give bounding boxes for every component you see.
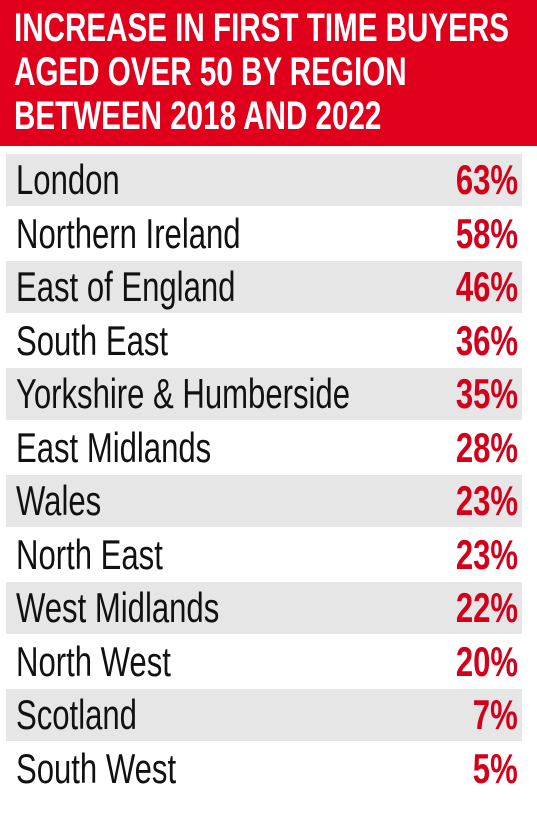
increase-value: 22% xyxy=(455,584,518,631)
increase-value: 7% xyxy=(473,691,518,738)
title-line: INCREASE IN FIRST TIME BUYERS xyxy=(14,6,510,50)
region-name: East of England xyxy=(16,263,236,310)
region-name: East Midlands xyxy=(16,423,212,471)
region-name: Northern Ireland xyxy=(16,209,241,257)
region-name: South East xyxy=(16,316,169,364)
increase-value: 28% xyxy=(455,423,518,471)
region-name: Scotland xyxy=(16,691,137,738)
table-row: East of England 46% xyxy=(6,261,522,313)
header: INCREASE IN FIRST TIME BUYERS AGED OVER 5… xyxy=(0,0,537,146)
region-name: Wales xyxy=(16,477,102,524)
table-row: South East 36% xyxy=(6,314,522,366)
increase-value: 35% xyxy=(455,370,518,417)
increase-value: 58% xyxy=(455,209,518,257)
table-row: Northern Ireland 58% xyxy=(6,207,522,259)
region-name: North East xyxy=(16,530,163,578)
table-row: London 63% xyxy=(6,154,522,206)
increase-value: 23% xyxy=(455,477,518,524)
increase-value: 46% xyxy=(455,263,518,310)
table-row: South West 5% xyxy=(6,742,522,794)
increase-value: 23% xyxy=(455,530,518,578)
increase-value: 20% xyxy=(455,637,518,685)
increase-value: 5% xyxy=(473,744,518,792)
increase-value: 36% xyxy=(455,316,518,364)
region-name: West Midlands xyxy=(16,584,220,631)
table-row: East Midlands 28% xyxy=(6,421,522,473)
region-name: South West xyxy=(16,744,177,792)
table-row: West Midlands 22% xyxy=(6,582,522,634)
region-name: Yorkshire & Humberside xyxy=(16,370,350,417)
title-line: AGED OVER 50 BY REGION xyxy=(14,50,407,94)
table: London 63% Northern Ireland 58% East of Engl… xyxy=(6,154,522,796)
table-row: North West 20% xyxy=(6,635,522,687)
table-row: North East 23% xyxy=(6,528,522,580)
table-row: Yorkshire & Humberside 35% xyxy=(6,368,522,420)
title-line: BETWEEN 2018 AND 2022 xyxy=(14,94,382,138)
increase-value: 63% xyxy=(455,156,518,203)
table-row: Scotland 7% xyxy=(6,689,522,741)
region-name: North West xyxy=(16,637,171,685)
region-name: London xyxy=(16,156,120,203)
table-row: Wales 23% xyxy=(6,475,522,527)
